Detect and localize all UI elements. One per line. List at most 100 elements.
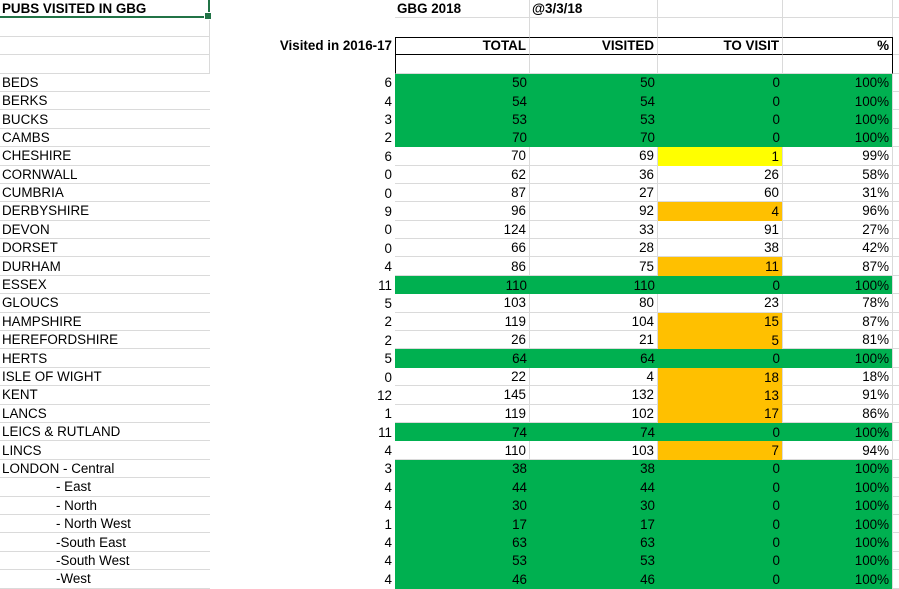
total-cell[interactable]: 124 bbox=[395, 220, 530, 240]
total-cell[interactable]: 63 bbox=[395, 533, 530, 552]
total-cell[interactable]: 30 bbox=[395, 496, 530, 515]
prev-visited-cell[interactable]: 9 bbox=[384, 203, 392, 219]
county-cell[interactable]: -West bbox=[0, 570, 210, 589]
percent-cell[interactable]: 100% bbox=[783, 73, 893, 92]
edition-cell[interactable]: GBG 2018 bbox=[395, 0, 530, 19]
county-cell[interactable]: ISLE OF WIGHT bbox=[0, 368, 210, 387]
percent-cell[interactable]: 31% bbox=[783, 183, 893, 203]
total-cell[interactable]: 53 bbox=[395, 110, 530, 129]
to-visit-cell[interactable]: 4 bbox=[658, 202, 783, 221]
total-cell[interactable]: 22 bbox=[395, 367, 530, 387]
total-cell[interactable]: 44 bbox=[395, 478, 530, 497]
percent-cell[interactable]: 99% bbox=[783, 147, 893, 166]
to-visit-cell[interactable]: 0 bbox=[658, 73, 783, 92]
empty-cell[interactable] bbox=[783, 55, 893, 74]
percent-cell[interactable]: 58% bbox=[783, 165, 893, 184]
total-cell[interactable]: 66 bbox=[395, 239, 530, 258]
empty-cell[interactable] bbox=[0, 55, 210, 74]
total-cell[interactable]: 38 bbox=[395, 459, 530, 479]
county-cell[interactable]: BUCKS bbox=[0, 110, 210, 129]
empty-cell[interactable] bbox=[395, 55, 530, 74]
percent-cell[interactable]: 100% bbox=[783, 110, 893, 129]
to-visit-cell[interactable]: 5 bbox=[658, 331, 783, 350]
to-visit-cell[interactable]: 15 bbox=[658, 312, 783, 332]
prev-visited-cell[interactable]: 4 bbox=[384, 479, 392, 495]
percent-cell[interactable]: 100% bbox=[783, 349, 893, 368]
prev-visited-cell[interactable]: 4 bbox=[384, 571, 392, 587]
visited-cell[interactable]: 17 bbox=[530, 514, 658, 534]
county-cell[interactable]: - East bbox=[0, 478, 210, 497]
prev-visited-header[interactable]: Visited in 2016-17 bbox=[279, 38, 392, 54]
visited-cell[interactable]: 38 bbox=[530, 459, 658, 479]
prev-visited-cell[interactable]: 4 bbox=[384, 535, 392, 551]
to-visit-cell[interactable]: 18 bbox=[658, 367, 783, 387]
prev-visited-cell[interactable]: 2 bbox=[384, 314, 392, 330]
total-cell[interactable]: 54 bbox=[395, 91, 530, 111]
percent-cell[interactable]: 87% bbox=[783, 257, 893, 276]
county-cell[interactable]: GLOUCS bbox=[0, 294, 210, 313]
percent-cell[interactable]: 100% bbox=[783, 275, 893, 295]
total-cell[interactable]: 26 bbox=[395, 331, 530, 350]
county-cell[interactable]: -South East bbox=[0, 533, 210, 552]
prev-visited-cell[interactable]: 2 bbox=[384, 130, 392, 146]
prev-visited-cell[interactable]: 5 bbox=[384, 295, 392, 311]
to-visit-header[interactable]: TO VISIT bbox=[658, 36, 783, 56]
total-cell[interactable]: 17 bbox=[395, 514, 530, 534]
empty-cell[interactable] bbox=[210, 0, 395, 18]
county-cell[interactable]: DURHAM bbox=[0, 257, 210, 276]
total-cell[interactable]: 110 bbox=[395, 275, 530, 295]
county-cell[interactable]: DEVON bbox=[0, 221, 210, 240]
total-cell[interactable]: 86 bbox=[395, 257, 530, 276]
percent-cell[interactable]: 27% bbox=[783, 220, 893, 240]
percent-cell[interactable]: 87% bbox=[783, 312, 893, 332]
to-visit-cell[interactable]: 7 bbox=[658, 441, 783, 460]
percent-cell[interactable]: 78% bbox=[783, 294, 893, 313]
to-visit-cell[interactable]: 0 bbox=[658, 514, 783, 534]
percent-cell[interactable]: 42% bbox=[783, 239, 893, 258]
visited-cell[interactable]: 110 bbox=[530, 275, 658, 295]
prev-visited-cell[interactable]: 1 bbox=[384, 406, 392, 422]
visited-cell[interactable]: 44 bbox=[530, 478, 658, 497]
visited-cell[interactable]: 30 bbox=[530, 496, 658, 515]
to-visit-cell[interactable]: 1 bbox=[658, 147, 783, 166]
visited-cell[interactable]: 63 bbox=[530, 533, 658, 552]
to-visit-cell[interactable]: 26 bbox=[658, 165, 783, 184]
prev-visited-cell[interactable]: 4 bbox=[384, 259, 392, 275]
to-visit-cell[interactable]: 0 bbox=[658, 110, 783, 129]
to-visit-cell[interactable]: 11 bbox=[658, 257, 783, 276]
to-visit-cell[interactable]: 13 bbox=[658, 386, 783, 405]
prev-visited-cell[interactable]: 6 bbox=[384, 75, 392, 91]
to-visit-cell[interactable]: 0 bbox=[658, 496, 783, 515]
empty-cell[interactable] bbox=[783, 0, 893, 19]
to-visit-cell[interactable]: 0 bbox=[658, 349, 783, 368]
total-cell[interactable]: 46 bbox=[395, 570, 530, 589]
visited-cell[interactable]: 36 bbox=[530, 165, 658, 184]
prev-visited-cell[interactable]: 11 bbox=[378, 424, 392, 440]
total-cell[interactable]: 119 bbox=[395, 404, 530, 423]
county-cell[interactable]: CAMBS bbox=[0, 129, 210, 148]
prev-visited-cell[interactable]: 1 bbox=[384, 516, 392, 532]
county-cell[interactable]: CUMBRIA bbox=[0, 184, 210, 203]
visited-cell[interactable]: 64 bbox=[530, 349, 658, 368]
visited-cell[interactable]: 50 bbox=[530, 73, 658, 92]
empty-cell[interactable] bbox=[0, 36, 210, 56]
percent-cell[interactable]: 18% bbox=[783, 367, 893, 387]
prev-visited-cell[interactable]: 4 bbox=[384, 443, 392, 459]
percent-cell[interactable]: 81% bbox=[783, 331, 893, 350]
total-cell[interactable]: 62 bbox=[395, 165, 530, 184]
visited-cell[interactable]: 21 bbox=[530, 331, 658, 350]
visited-cell[interactable]: 28 bbox=[530, 239, 658, 258]
visited-cell[interactable]: 69 bbox=[530, 147, 658, 166]
visited-cell[interactable]: 132 bbox=[530, 386, 658, 405]
to-visit-cell[interactable]: 23 bbox=[658, 294, 783, 313]
to-visit-cell[interactable]: 0 bbox=[658, 91, 783, 111]
to-visit-cell[interactable]: 0 bbox=[658, 422, 783, 442]
county-cell[interactable]: -South West bbox=[0, 552, 210, 571]
county-cell[interactable]: KENT bbox=[0, 386, 210, 405]
county-cell[interactable]: CHESHIRE bbox=[0, 147, 210, 166]
county-cell[interactable]: LANCS bbox=[0, 405, 210, 423]
county-cell[interactable]: ESSEX bbox=[0, 276, 210, 295]
prev-visited-cell[interactable]: 4 bbox=[384, 498, 392, 514]
prev-visited-cell[interactable]: 12 bbox=[377, 387, 392, 403]
visited-cell[interactable]: 104 bbox=[530, 312, 658, 332]
